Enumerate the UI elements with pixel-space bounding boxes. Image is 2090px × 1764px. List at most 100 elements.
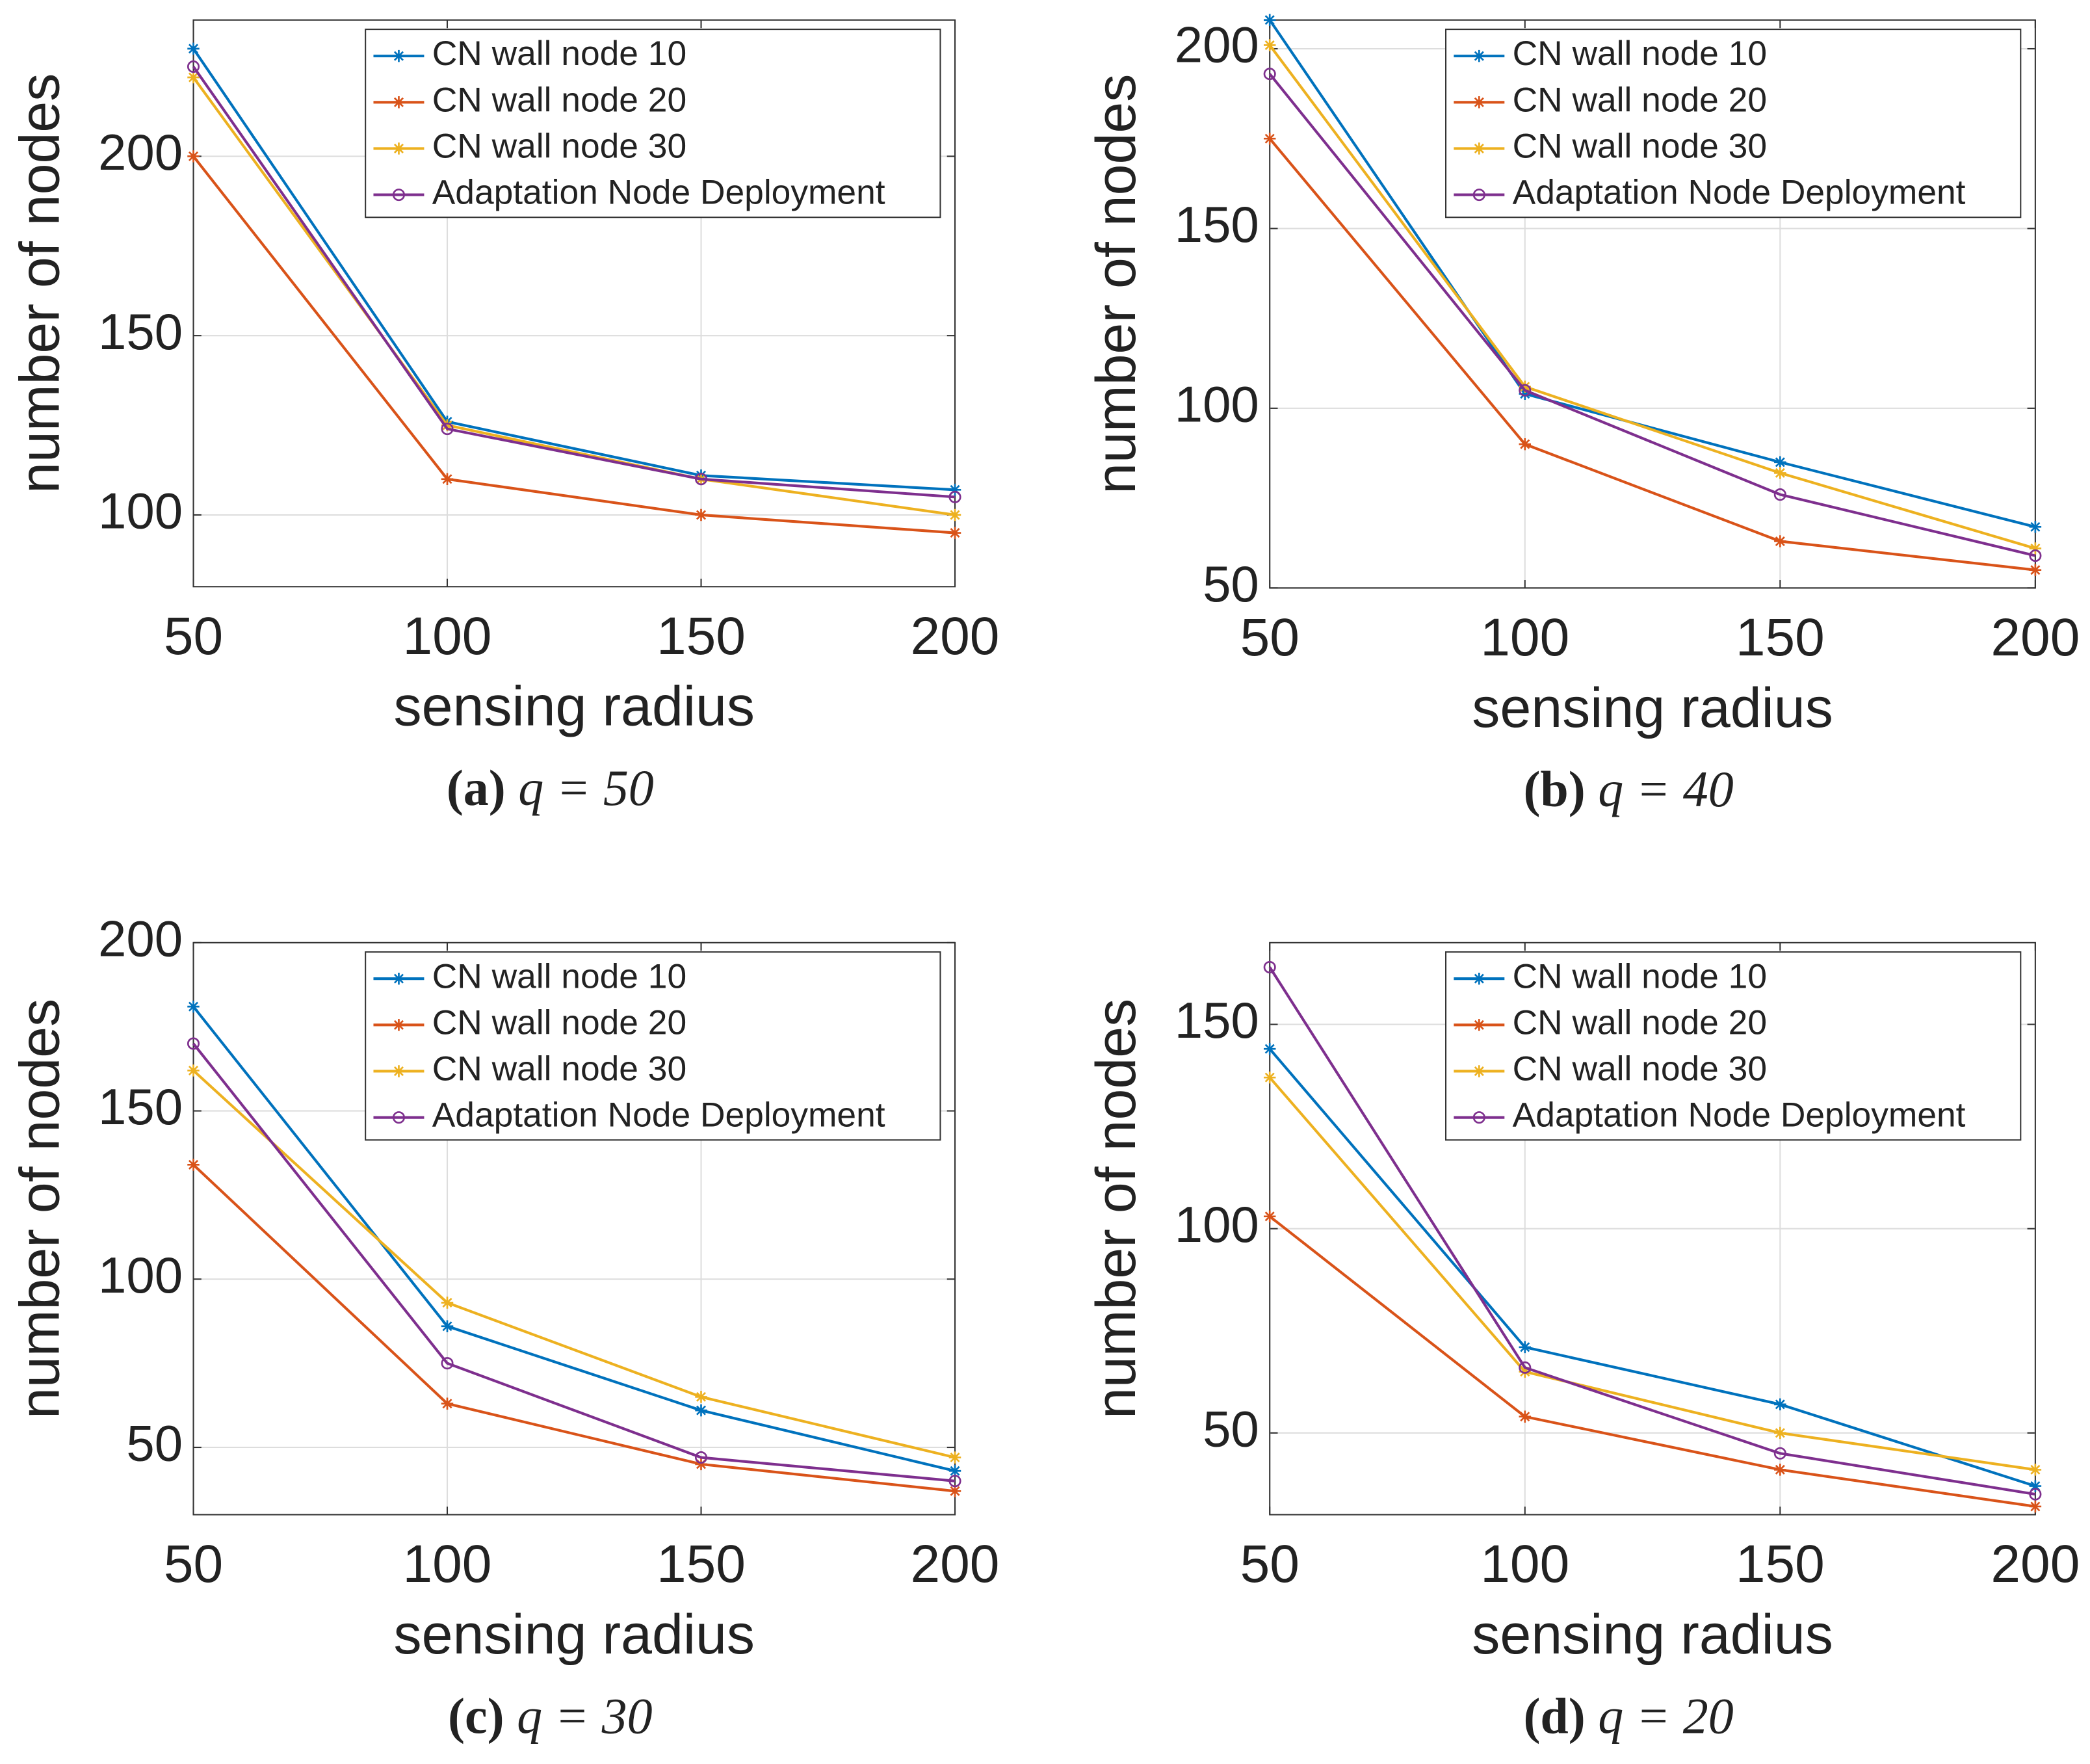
y-tick-label: 150 [1175,196,1259,253]
x-tick-label: 50 [164,607,223,666]
series-line [192,1069,956,1459]
series-line [192,66,956,499]
legend-box [365,29,941,218]
legend-label: Adaptation Node Deployment [432,174,885,212]
marker [2029,1500,2042,1513]
legend-label: CN wall node 30 [1513,127,1767,166]
x-tick-label: 50 [1240,1534,1300,1594]
marker [1774,1427,1786,1440]
x-tick-label: 150 [657,1534,746,1594]
legend-label: CN wall node 20 [1513,1003,1767,1042]
caption: (b) q = 40 [1523,761,1733,817]
axes-box [1269,941,2036,1516]
series-line [192,1042,956,1482]
legend-label: CN wall node 10 [1513,34,1767,73]
marker [1519,1361,1532,1374]
y-axis-label: number of nodes [1085,999,1147,1419]
marker [2029,549,2042,562]
y-tick-label: 100 [98,1246,183,1304]
marker [187,71,200,84]
marker [1263,39,1276,51]
legend-marker [1472,189,1485,202]
x-tick-label: 150 [1736,1534,1825,1594]
legend-marker [1472,1111,1485,1124]
x-axis-label: sensing radius [394,676,755,738]
y-tick-label: 150 [98,303,183,360]
marker [441,473,454,486]
marker [1519,1341,1531,1354]
legend-label: CN wall node 30 [432,127,686,166]
marker [694,473,708,486]
marker [441,419,454,432]
caption-tag: (c) [448,1688,504,1744]
x-tick-label: 150 [1736,608,1825,667]
legend-marker [1473,972,1485,985]
marker [2029,521,2042,533]
caption-tag: (d) [1523,1688,1585,1744]
legend-marker [393,1065,405,1077]
legend-box [1445,951,2022,1141]
marker [1263,132,1276,145]
marker [187,1064,200,1077]
x-tick-label: 200 [911,1534,1000,1594]
y-axis-label: number of nodes [1085,74,1147,494]
marker [1774,456,1786,469]
marker [1519,384,1532,397]
marker [2029,1488,2042,1501]
x-tick-label: 200 [1991,608,2080,667]
legend-marker [393,142,405,155]
x-tick-label: 200 [1991,1534,2080,1594]
legend-marker [393,49,405,62]
series-line [192,155,956,534]
legend-marker [1473,1065,1485,1077]
legend-marker [392,1111,405,1124]
marker [441,1320,454,1332]
legend-label: Adaptation Node Deployment [432,1096,885,1135]
legend-box [1445,29,2022,218]
series-line [1268,137,2036,572]
marker [1774,1398,1786,1411]
series-line [1268,1076,2036,1471]
caption-tag: (b) [1523,761,1585,817]
axes-box [1269,19,2036,589]
series-line [192,1005,956,1473]
marker [1773,1447,1786,1460]
x-tick-label: 50 [1240,608,1300,667]
marker [1519,1410,1531,1423]
x-tick-label: 100 [403,1534,492,1594]
x-axis-label: sensing radius [1472,1603,1833,1666]
marker [948,1475,961,1488]
marker [948,484,961,496]
legend-marker [393,972,405,985]
caption: (a) q = 50 [447,760,654,816]
y-tick-label: 150 [1175,992,1259,1049]
x-tick-label: 100 [1480,608,1569,667]
series-line [1268,1047,2036,1488]
legend-label: CN wall node 30 [432,1050,686,1088]
marker [187,1159,200,1171]
marker [1263,14,1276,26]
legend-label: CN wall node 20 [1513,81,1767,119]
marker [2029,1464,2042,1476]
y-tick-label: 200 [1175,16,1259,73]
legend-label: CN wall node 30 [1513,1050,1767,1088]
series-line [1268,44,2036,550]
marker [1519,380,1531,393]
x-tick-label: 100 [1480,1534,1569,1594]
legend-box [365,951,941,1141]
caption-text: q = 50 [518,760,654,816]
legend-marker [1473,142,1485,155]
marker [441,1297,454,1309]
marker [187,42,200,55]
x-tick-label: 200 [911,607,1000,666]
caption-text: q = 40 [1598,761,1734,817]
y-tick-label: 50 [1203,1400,1259,1457]
marker [187,150,200,163]
marker [1263,1071,1276,1084]
marker [1519,388,1531,400]
marker [1263,960,1276,974]
marker [1774,1464,1786,1476]
x-axis-label: sensing radius [394,1603,755,1666]
x-tick-label: 150 [657,607,746,666]
marker [948,1485,961,1497]
